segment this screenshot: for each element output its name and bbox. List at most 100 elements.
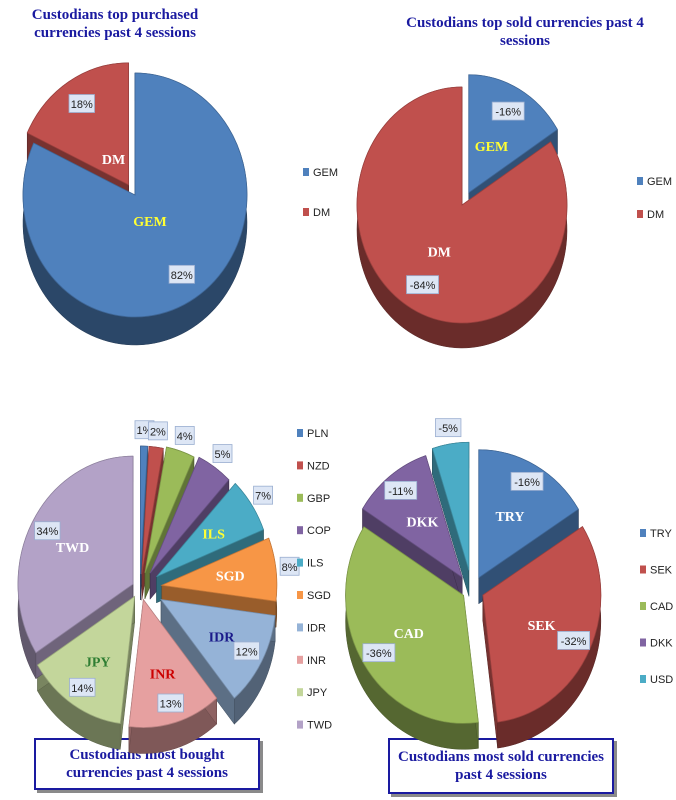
chart-4-data-label-sek: -32% — [557, 631, 591, 650]
chart-1-slice-gem — [22, 72, 248, 318]
svg-text:4%: 4% — [177, 431, 193, 443]
svg-text:DKK: DKK — [650, 638, 673, 650]
chart-2-slice-dm — [356, 86, 568, 324]
chart-1-legend-dm: DM — [303, 207, 330, 219]
chart-3-data-label-nzd: 2% — [147, 421, 168, 441]
svg-text:12%: 12% — [236, 646, 258, 658]
chart-4-slice-label-cad: CAD — [394, 627, 424, 642]
chart-2-slice-label-dm: DM — [428, 246, 451, 261]
svg-text:-32%: -32% — [561, 636, 587, 648]
chart-1-legend-gem: GEM — [303, 167, 338, 179]
chart-3-slice-jpy — [37, 595, 136, 724]
chart-4-slice-try — [478, 449, 579, 579]
svg-text:82%: 82% — [171, 270, 193, 282]
svg-text:NZD: NZD — [307, 460, 330, 472]
chart-1-slice-label-dm: DM — [102, 153, 125, 168]
svg-text:-11%: -11% — [388, 486, 413, 498]
chart-2-data-label-dm: -84% — [406, 275, 439, 295]
svg-text:IDR: IDR — [307, 622, 326, 634]
chart-3-legend-sgd: SGD — [297, 590, 331, 602]
chart-3-data-label-cop: 5% — [212, 444, 233, 463]
chart-3-slice-pln — [140, 445, 149, 575]
chart-3-legend-idr: IDR — [297, 622, 326, 634]
chart-4-legend-sek: SEK — [640, 565, 673, 577]
chart-3-legend-gbp: GBP — [297, 493, 330, 505]
chart-3-data-label-jpy: 14% — [69, 677, 96, 697]
chart-3-slice-label-ils: ILS — [202, 528, 225, 543]
chart-3-title: Custodians most bought currencies past 4… — [66, 747, 228, 781]
chart-2-slice-label-gem: GEM — [475, 140, 508, 155]
chart-4-legend-cad: CAD — [640, 601, 673, 613]
svg-text:-16%: -16% — [495, 107, 521, 119]
chart-3-slice-nzd — [141, 445, 164, 575]
svg-text:-16%: -16% — [514, 477, 540, 489]
svg-text:USD: USD — [650, 674, 673, 686]
svg-text:14%: 14% — [71, 683, 93, 695]
chart-3-legend-twd: TWD — [297, 720, 332, 732]
chart-3-slice-ils — [156, 482, 264, 578]
chart-2-title: Custodians top sold currencies past 4 se… — [406, 15, 644, 49]
chart-2-legend-gem: GEM — [637, 176, 672, 188]
chart-3-slice-label-jpy: JPY — [85, 655, 111, 670]
chart-3-data-label-sgd: 8% — [279, 556, 300, 576]
svg-text:COP: COP — [307, 525, 331, 537]
chart-3-slice-label-sgd: SGD — [216, 570, 245, 585]
chart-1-slice-dm — [26, 62, 129, 186]
chart-4-legend-try: TRY — [640, 528, 672, 540]
chart-1-data-label-gem: 82% — [168, 264, 195, 284]
chart-4-data-label-cad: -36% — [362, 643, 396, 663]
chart-1-title: Custodians top purchased currencies past… — [31, 7, 199, 41]
chart-3-slice-idr — [160, 599, 276, 699]
svg-text:ILS: ILS — [307, 558, 324, 570]
chart-4-title: Custodians most sold currencies past 4 s… — [398, 749, 604, 783]
chart-4-slice-usd — [431, 441, 470, 571]
chart-4-slice-label-try: TRY — [495, 510, 524, 525]
chart-3-data-label-idr: 12% — [233, 641, 260, 661]
svg-text:CAD: CAD — [650, 601, 673, 613]
svg-text:DM: DM — [647, 209, 664, 221]
chart-3-legend-jpy: JPY — [297, 687, 328, 699]
svg-text:PLN: PLN — [307, 428, 328, 440]
chart-3-legend-ils: ILS — [297, 558, 324, 570]
chart-3-legend-cop: COP — [297, 525, 331, 537]
chart-4-legend-dkk: DKK — [640, 638, 673, 650]
svg-text:JPY: JPY — [307, 687, 328, 699]
svg-text:-84%: -84% — [410, 280, 436, 292]
svg-text:DM: DM — [313, 207, 330, 219]
svg-text:34%: 34% — [36, 526, 58, 538]
chart-1-slice-label-gem: GEM — [133, 215, 166, 230]
svg-text:GBP: GBP — [307, 493, 330, 505]
chart-2-slice-gem — [468, 74, 558, 194]
chart-2-data-label-gem: -16% — [491, 101, 525, 121]
svg-text:TRY: TRY — [650, 528, 672, 540]
chart-4-slice-label-sek: SEK — [528, 619, 556, 634]
chart-3-data-label-gbp: 4% — [174, 426, 195, 445]
chart-3-slice-twd — [17, 455, 134, 654]
chart-4-data-label-dkk: -11% — [384, 480, 418, 500]
svg-text:SGD: SGD — [307, 590, 331, 602]
svg-text:GEM: GEM — [313, 167, 338, 179]
chart-3-slice-label-twd: TWD — [56, 541, 89, 556]
chart-4-slice-cad — [345, 526, 479, 724]
chart-2-legend-dm: DM — [637, 209, 664, 221]
chart-4-data-label-usd: -5% — [435, 418, 462, 438]
chart-4-data-label-try: -16% — [510, 471, 544, 491]
chart-3-data-label-twd: 34% — [34, 521, 61, 541]
chart-4-legend-usd: USD — [640, 674, 673, 686]
svg-text:SEK: SEK — [650, 565, 673, 577]
chart-3-data-label-ils: 7% — [253, 485, 273, 505]
chart-4-slice-label-dkk: DKK — [406, 516, 438, 531]
chart-3-legend-pln: PLN — [297, 428, 328, 440]
svg-text:TWD: TWD — [307, 720, 332, 732]
chart-1-data-label-dm: 18% — [68, 94, 95, 113]
svg-text:INR: INR — [307, 655, 326, 667]
svg-text:5%: 5% — [215, 449, 231, 461]
chart-3-slice-sgd — [160, 537, 278, 602]
svg-text:18%: 18% — [71, 99, 93, 111]
svg-text:7%: 7% — [255, 491, 271, 503]
chart-3-slice-label-idr: IDR — [209, 631, 236, 646]
chart-3-legend-inr: INR — [297, 655, 326, 667]
chart-3-slice-label-inr: INR — [150, 667, 177, 682]
